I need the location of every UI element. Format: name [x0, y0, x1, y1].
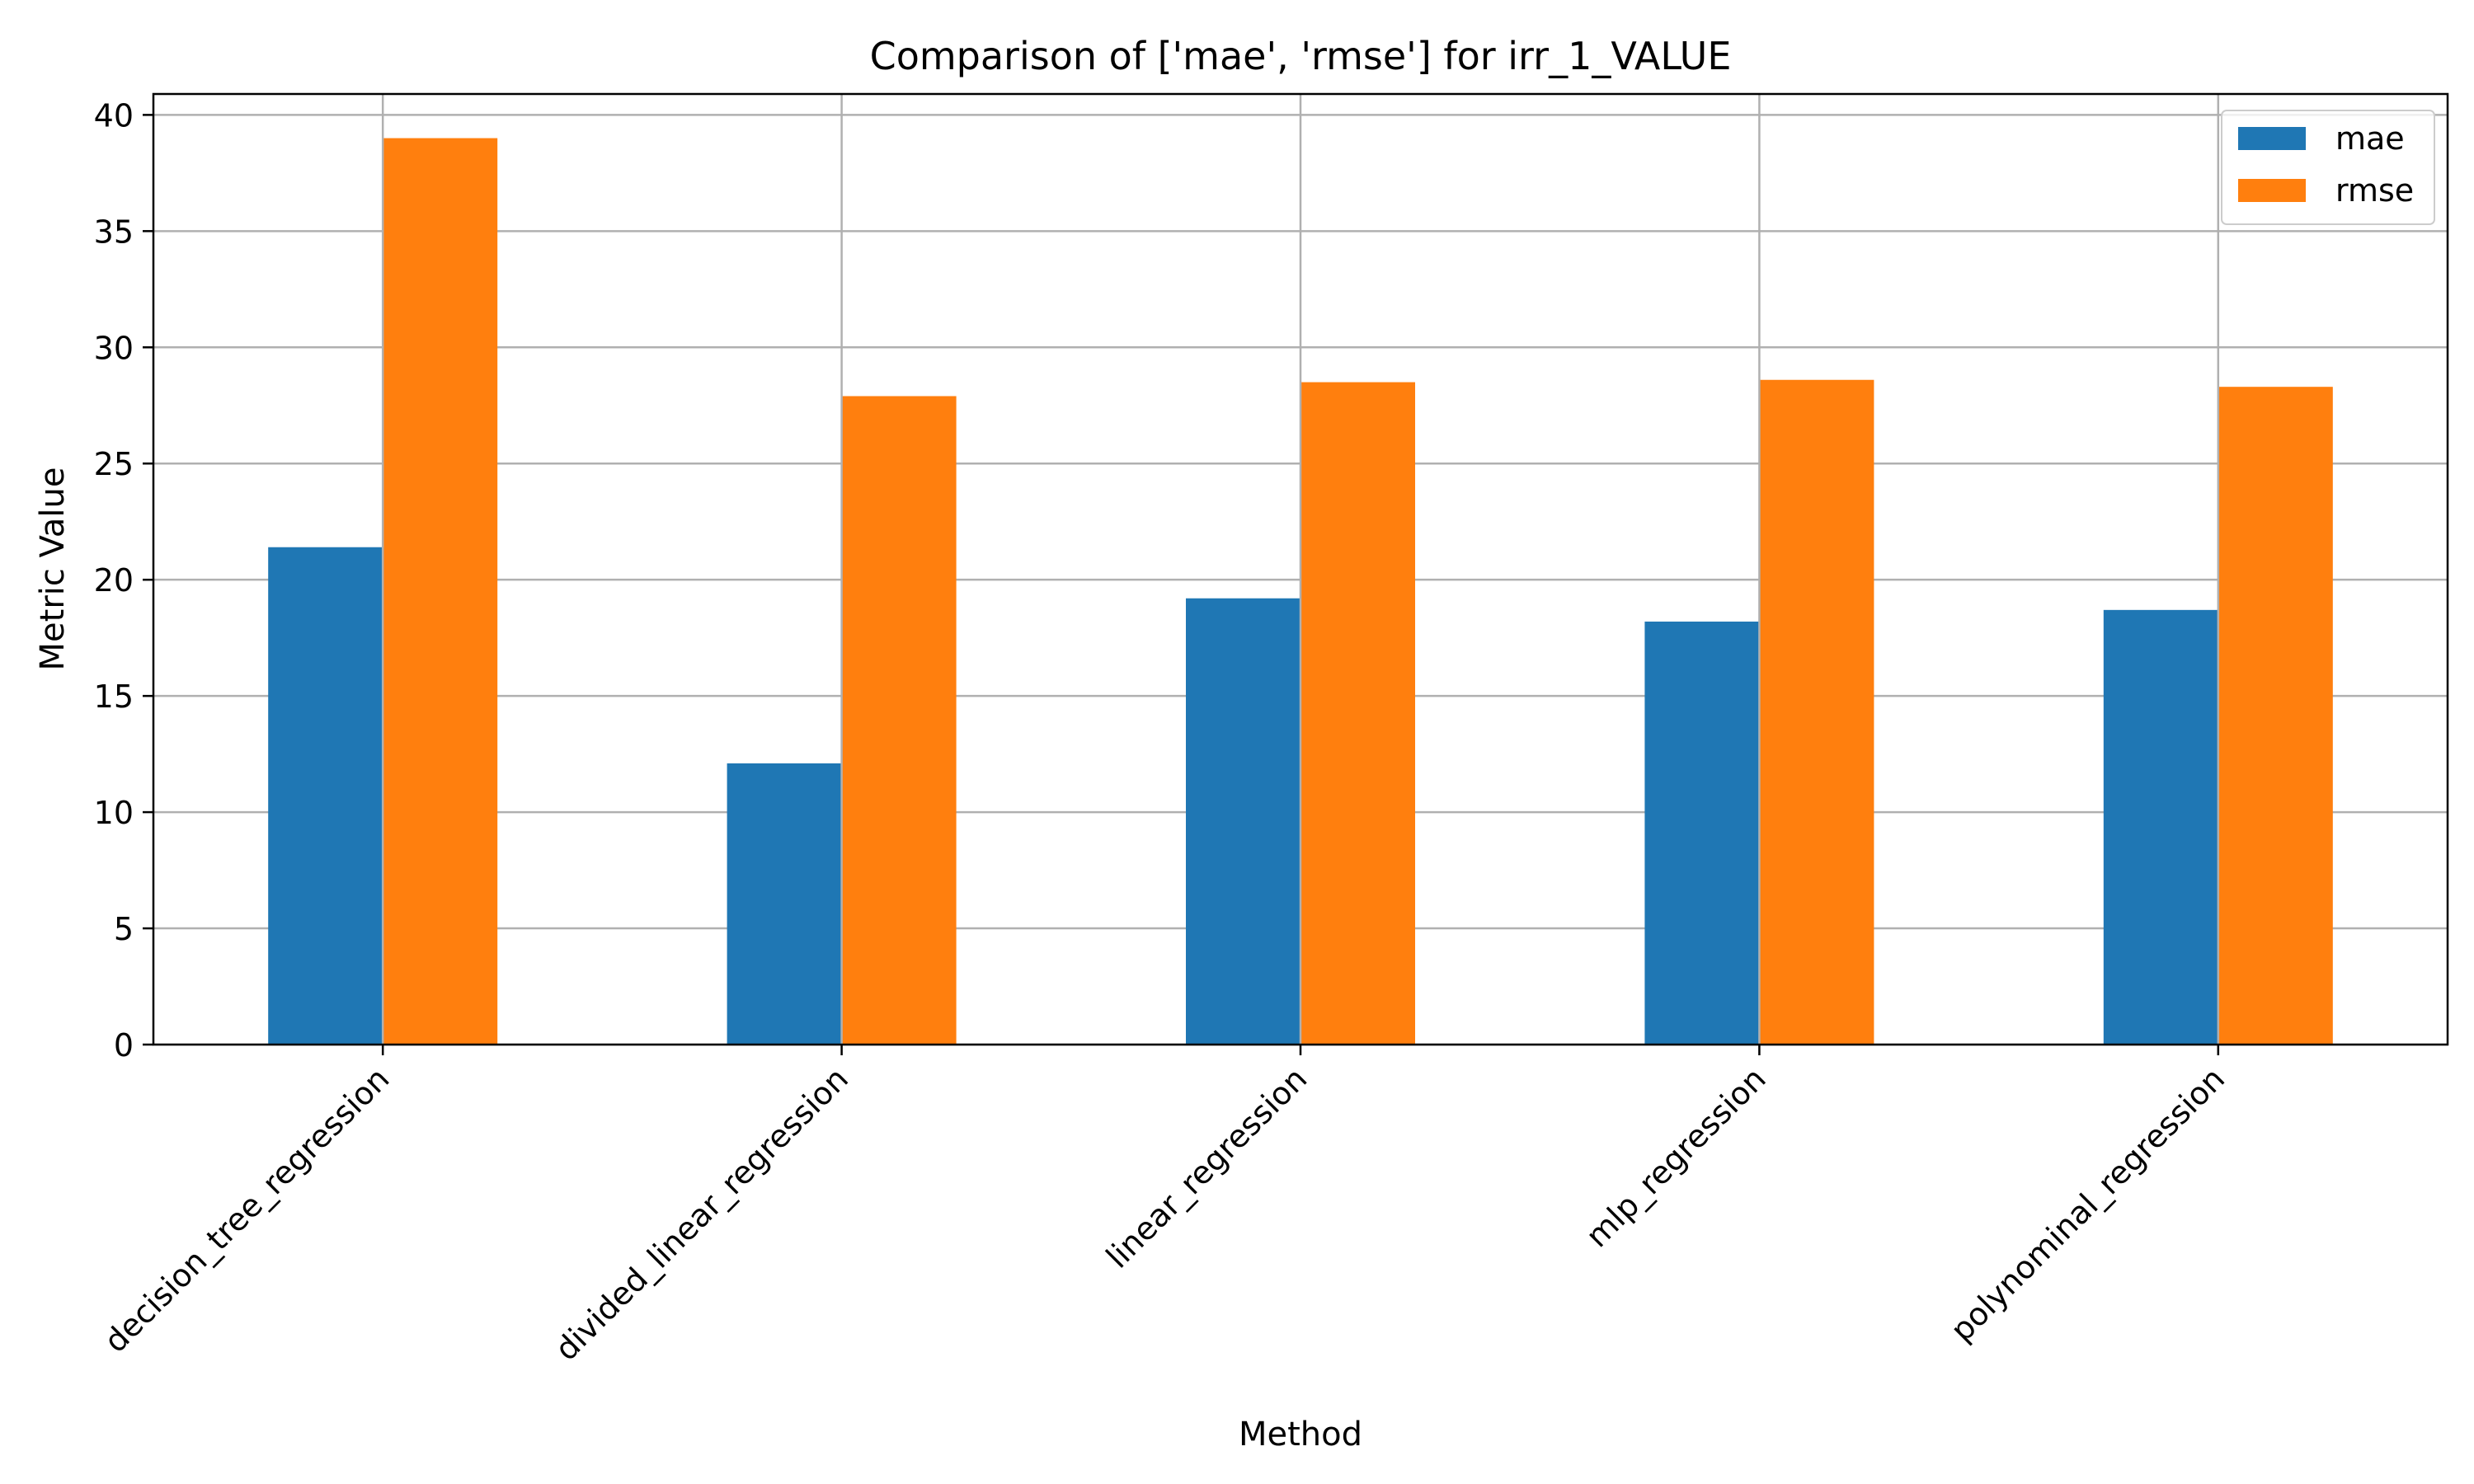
- bar-rmse: [2218, 387, 2333, 1045]
- legend-swatch-rmse: [2238, 179, 2306, 202]
- legend-swatch-mae: [2238, 127, 2306, 150]
- legend-label-rmse: rmse: [2335, 172, 2414, 209]
- bar-mae: [1644, 621, 1760, 1045]
- bars: [268, 94, 2333, 1045]
- x-axis-label: Method: [1239, 1416, 1362, 1453]
- y-tick-label: 5: [114, 911, 134, 947]
- bar-mae: [268, 547, 383, 1045]
- bar-rmse: [1759, 379, 1874, 1045]
- legend-label-mae: mae: [2335, 120, 2405, 157]
- bar-rmse: [383, 138, 498, 1045]
- y-ticks: 0 5 10 15 20 25 30 35 40: [94, 97, 153, 1064]
- bar-mae: [727, 763, 842, 1045]
- y-tick-label: 35: [94, 214, 134, 250]
- chart-title: Comparison of ['mae', 'rmse'] for irr_1_…: [870, 34, 1732, 78]
- bar-mae: [2103, 609, 2218, 1045]
- x-tick-label: mlp_regression: [1579, 1060, 1773, 1254]
- x-tick-label: divided_linear_regression: [548, 1060, 854, 1367]
- y-tick-label: 25: [94, 446, 134, 482]
- x-tick-label: linear_regression: [1099, 1060, 1315, 1275]
- y-tick-label: 40: [94, 97, 134, 134]
- y-tick-label: 10: [94, 795, 134, 831]
- y-axis-label: Metric Value: [34, 467, 72, 671]
- legend: mae rmse: [2221, 110, 2435, 225]
- bar-mae: [1186, 598, 1300, 1045]
- y-tick-label: 30: [94, 330, 134, 366]
- x-tick-label: decision_tree_regression: [97, 1060, 397, 1360]
- y-tick-label: 0: [114, 1027, 134, 1064]
- x-ticks: decision_tree_regression divided_linear_r…: [97, 1045, 2232, 1368]
- x-tick-label: polynominal_regression: [1944, 1060, 2232, 1348]
- bar-rmse: [1300, 382, 1415, 1045]
- y-tick-label: 15: [94, 679, 134, 715]
- bar-rmse: [841, 396, 957, 1045]
- y-tick-label: 20: [94, 562, 134, 599]
